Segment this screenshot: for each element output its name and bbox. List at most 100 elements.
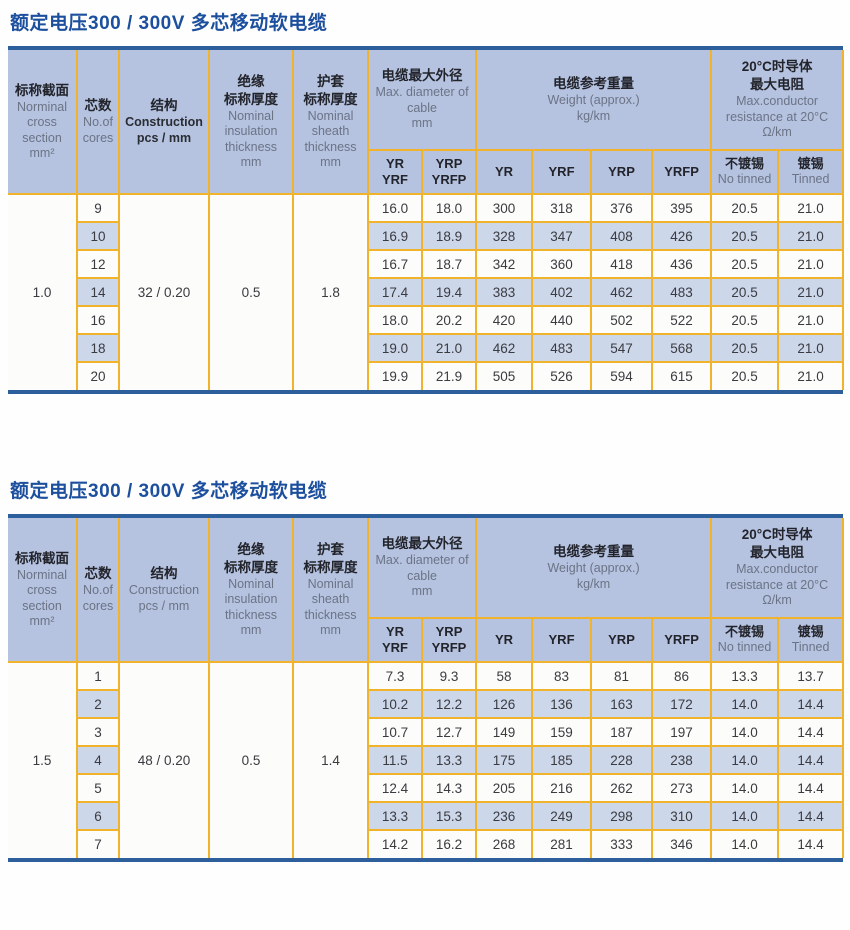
header-construction-en: Construction <box>125 115 203 129</box>
header-insulation-zh2: 标称厚度 <box>224 559 278 575</box>
header-max-diameter-en: Max. diameter of cable <box>375 85 469 115</box>
dia-yr-value: 10.2 <box>367 689 423 719</box>
weight-yr-value: 58 <box>475 661 534 691</box>
cores-value: 12 <box>76 249 120 279</box>
subheader-weight-yrp: YRP <box>590 617 654 663</box>
header-insulation-unit: mm <box>240 155 262 169</box>
weight-yrf-value: 185 <box>531 745 593 775</box>
header-sheath-zh: 护套 <box>317 73 344 89</box>
cable-spec-table: 标称截面 Norminal cross section mm² 芯数 No.of… <box>8 518 845 858</box>
dia-yrp-value: 13.3 <box>420 745 478 775</box>
header-insulation-zh: 绝缘 <box>237 73 265 89</box>
header-cross-section: 标称截面 Norminal cross section mm² <box>8 50 78 195</box>
header-sheath-zh2: 标称厚度 <box>303 559 358 575</box>
subheader-tinned-zh: 镀锡 <box>797 156 824 172</box>
resistance-tinned-value: 13.7 <box>777 661 845 691</box>
header-cross-section-en: Norminal cross section <box>16 99 67 145</box>
weight-yrp-value: 262 <box>590 773 654 803</box>
table-row: 7 14.2 16.2 268 281 333 346 14.0 14.4 <box>8 829 845 858</box>
resistance-no-tinned-value: 20.5 <box>710 277 780 307</box>
subheader-tinned-en: Tinned <box>791 172 830 187</box>
header-cores-en: No.of cores <box>82 115 114 145</box>
weight-yrf-value: 136 <box>531 689 593 719</box>
header-resistance-zh: 20°C时导体 <box>741 59 813 75</box>
weight-yr-value: 420 <box>475 305 534 335</box>
dia-yr-value: 16.0 <box>367 193 423 223</box>
header-weight-zh: 电缆参考重量 <box>553 544 635 559</box>
dia-yr-value: 17.4 <box>367 277 423 307</box>
dia-yrp-value: 21.0 <box>420 333 478 363</box>
resistance-no-tinned-value: 13.3 <box>710 661 780 691</box>
subheader-weight-yr-label: YR <box>494 632 514 647</box>
header-construction-en: Construction <box>128 583 200 597</box>
header-resistance-en: Max.conductor resistance at 20°C <box>725 94 829 124</box>
spec-table-frame: 标称截面 Norminal cross section mm² 芯数 No.of… <box>8 514 845 862</box>
dia-yr-value: 12.4 <box>367 773 423 803</box>
weight-yr-value: 205 <box>475 773 534 803</box>
header-insulation-en: Nominal insulation thickness <box>224 576 278 622</box>
weight-yrp-value: 418 <box>590 249 654 279</box>
weight-yr-value: 236 <box>475 801 534 831</box>
subheader-dia-yr-l1: YR <box>385 624 405 639</box>
header-construction-zh: 结构 <box>150 566 178 581</box>
header-cores-en: No.of cores <box>82 583 114 613</box>
subheader-tinned-zh: 镀锡 <box>797 624 824 640</box>
resistance-tinned-value: 21.0 <box>777 361 845 390</box>
dia-yrp-value: 9.3 <box>420 661 478 691</box>
weight-yr-value: 175 <box>475 745 534 775</box>
header-resistance-group: 20°C时导体 最大电阻 Max.conductor resistance at… <box>710 50 845 151</box>
subheader-weight-yr: YR <box>475 617 534 663</box>
cores-value: 20 <box>76 361 120 390</box>
header-cores: 芯数 No.of cores <box>76 50 120 195</box>
resistance-tinned-value: 21.0 <box>777 193 845 223</box>
cores-value: 14 <box>76 277 120 307</box>
subheader-tinned-en: Tinned <box>791 640 830 655</box>
dia-yr-value: 16.9 <box>367 221 423 251</box>
dia-yrp-value: 19.4 <box>420 277 478 307</box>
weight-yr-value: 149 <box>475 717 534 747</box>
table-row: 2 10.2 12.2 126 136 163 172 14.0 14.4 <box>8 689 845 719</box>
insulation-value: 0.5 <box>208 193 294 390</box>
cable-spec-table: 标称截面 Norminal cross section mm² 芯数 No.of… <box>8 50 845 390</box>
header-sheath-zh2: 标称厚度 <box>303 91 358 107</box>
subheader-weight-yrfp: YRFP <box>651 617 713 663</box>
weight-yr-value: 505 <box>475 361 534 390</box>
header-cross-section-unit: mm² <box>29 614 55 628</box>
resistance-no-tinned-value: 20.5 <box>710 305 780 335</box>
header-resistance-unit: Ω/km <box>762 593 792 608</box>
dia-yr-value: 14.2 <box>367 829 423 858</box>
weight-yrp-value: 81 <box>590 661 654 691</box>
weight-yrf-value: 440 <box>531 305 593 335</box>
header-max-diameter-en: Max. diameter of cable <box>375 553 469 583</box>
weight-yr-value: 342 <box>475 249 534 279</box>
subheader-tinned: 镀锡 Tinned <box>777 617 845 663</box>
resistance-tinned-value: 14.4 <box>777 829 845 858</box>
dia-yr-value: 13.3 <box>367 801 423 831</box>
cores-value: 6 <box>76 801 120 831</box>
dia-yr-value: 18.0 <box>367 305 423 335</box>
resistance-tinned-value: 14.4 <box>777 689 845 719</box>
dia-yrp-value: 12.7 <box>420 717 478 747</box>
header-weight-unit: kg/km <box>576 108 611 123</box>
header-resistance-zh2: 最大电阻 <box>750 545 805 561</box>
weight-yrfp-value: 436 <box>651 249 713 279</box>
subheader-no-tinned-en: No tinned <box>717 640 772 655</box>
header-cross-section-unit: mm² <box>29 146 55 160</box>
dia-yr-value: 7.3 <box>367 661 423 691</box>
header-cross-section: 标称截面 Norminal cross section mm² <box>8 518 78 663</box>
weight-yrp-value: 187 <box>590 717 654 747</box>
cross-section-value: 1.0 <box>8 193 78 390</box>
subheader-weight-yrp-label: YRP <box>608 632 635 647</box>
weight-yrp-value: 502 <box>590 305 654 335</box>
cores-value: 4 <box>76 745 120 775</box>
construction-value: 32 / 0.20 <box>118 193 210 390</box>
resistance-no-tinned-value: 20.5 <box>710 221 780 251</box>
resistance-tinned-value: 21.0 <box>777 333 845 363</box>
weight-yrp-value: 163 <box>590 689 654 719</box>
resistance-tinned-value: 14.4 <box>777 801 845 831</box>
header-construction: 结构 Construction pcs / mm <box>118 50 210 195</box>
table-row: 4 11.5 13.3 175 185 228 238 14.0 14.4 <box>8 745 845 775</box>
subheader-tinned: 镀锡 Tinned <box>777 149 845 195</box>
subheader-dia-yr-l1: YR <box>385 156 405 171</box>
cores-value: 5 <box>76 773 120 803</box>
